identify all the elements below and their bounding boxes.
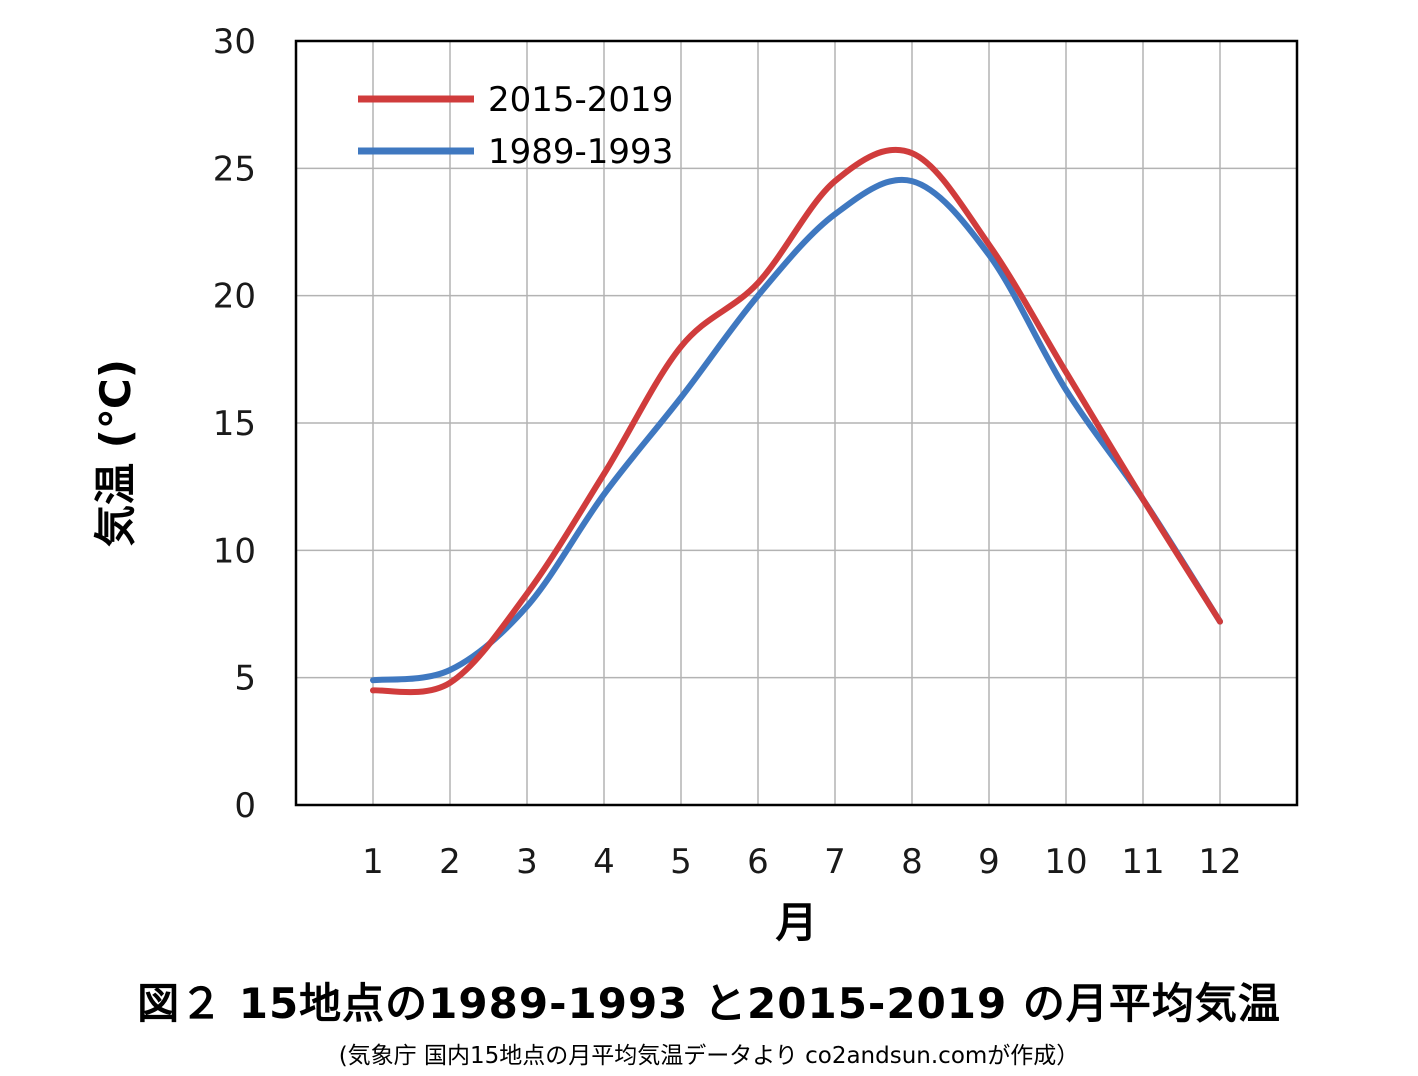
y-tick-label: 5 <box>234 659 256 699</box>
x-axis-label: 月 <box>775 898 817 947</box>
x-tick-label: 12 <box>1198 842 1241 882</box>
y-tick-label: 0 <box>234 786 256 826</box>
y-axis-label: 気温 (℃) <box>91 359 140 547</box>
x-tick-label: 7 <box>824 842 846 882</box>
x-tick-label: 5 <box>670 842 692 882</box>
y-tick-label: 25 <box>213 149 256 189</box>
chart-title: 図２ 15地点の1989-1993 と2015-2019 の月平均気温 <box>137 979 1281 1028</box>
legend-label: 1989-1993 <box>488 132 673 172</box>
x-tick-label: 1 <box>362 842 384 882</box>
legend-label: 2015-2019 <box>488 80 673 120</box>
chart-subtitle: (気象庁 国内15地点の月平均気温データより co2andsun.comが作成） <box>338 1043 1080 1069</box>
x-tick-label: 11 <box>1121 842 1164 882</box>
x-tick-label: 4 <box>593 842 615 882</box>
series-line-1989-1993 <box>370 176 1223 684</box>
series-lines <box>370 146 1223 696</box>
x-tick-label: 8 <box>901 842 923 882</box>
y-axis-ticks: 0 5 10 15 20 25 30 <box>213 22 256 826</box>
grid <box>296 40 1297 806</box>
y-tick-label: 20 <box>213 277 256 317</box>
series-line-2015-2019 <box>370 146 1223 696</box>
x-tick-label: 6 <box>747 842 769 882</box>
y-tick-label: 15 <box>213 404 256 444</box>
x-tick-label: 3 <box>516 842 538 882</box>
x-tick-label: 2 <box>439 842 461 882</box>
legend: 2015-2019 1989-1993 <box>358 80 673 172</box>
x-axis-ticks: 1 2 3 4 5 6 7 8 9 10 11 12 <box>362 842 1241 882</box>
x-tick-label: 9 <box>978 842 1000 882</box>
x-tick-label: 10 <box>1044 842 1087 882</box>
plot-area-frame <box>294 39 1299 807</box>
y-tick-label: 10 <box>213 531 256 571</box>
y-tick-label: 30 <box>213 22 256 62</box>
